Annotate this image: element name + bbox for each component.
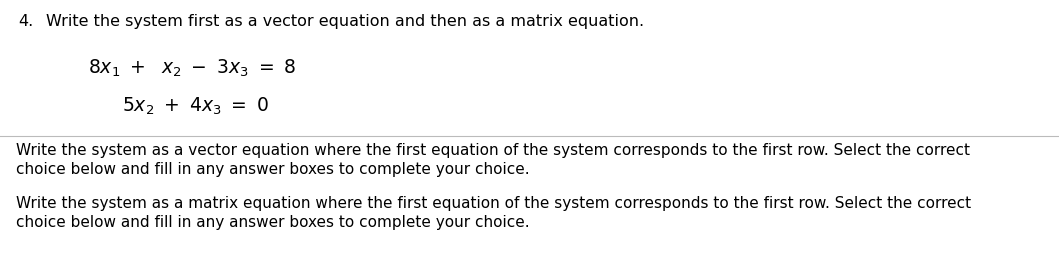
Text: choice below and fill in any answer boxes to complete your choice.: choice below and fill in any answer boxe… — [16, 215, 530, 230]
Text: $5x_2\ +\ 4x_3\ =\ 0$: $5x_2\ +\ 4x_3\ =\ 0$ — [122, 96, 269, 117]
Text: choice below and fill in any answer boxes to complete your choice.: choice below and fill in any answer boxe… — [16, 162, 530, 177]
Text: Write the system as a matrix equation where the first equation of the system cor: Write the system as a matrix equation wh… — [16, 196, 971, 211]
Text: Write the system first as a vector equation and then as a matrix equation.: Write the system first as a vector equat… — [46, 14, 644, 29]
Text: 4.: 4. — [18, 14, 33, 29]
Text: $8x_1\ +\ \ x_2\ -\ 3x_3\ =\ 8$: $8x_1\ +\ \ x_2\ -\ 3x_3\ =\ 8$ — [88, 58, 297, 79]
Text: Write the system as a vector equation where the first equation of the system cor: Write the system as a vector equation wh… — [16, 143, 970, 158]
